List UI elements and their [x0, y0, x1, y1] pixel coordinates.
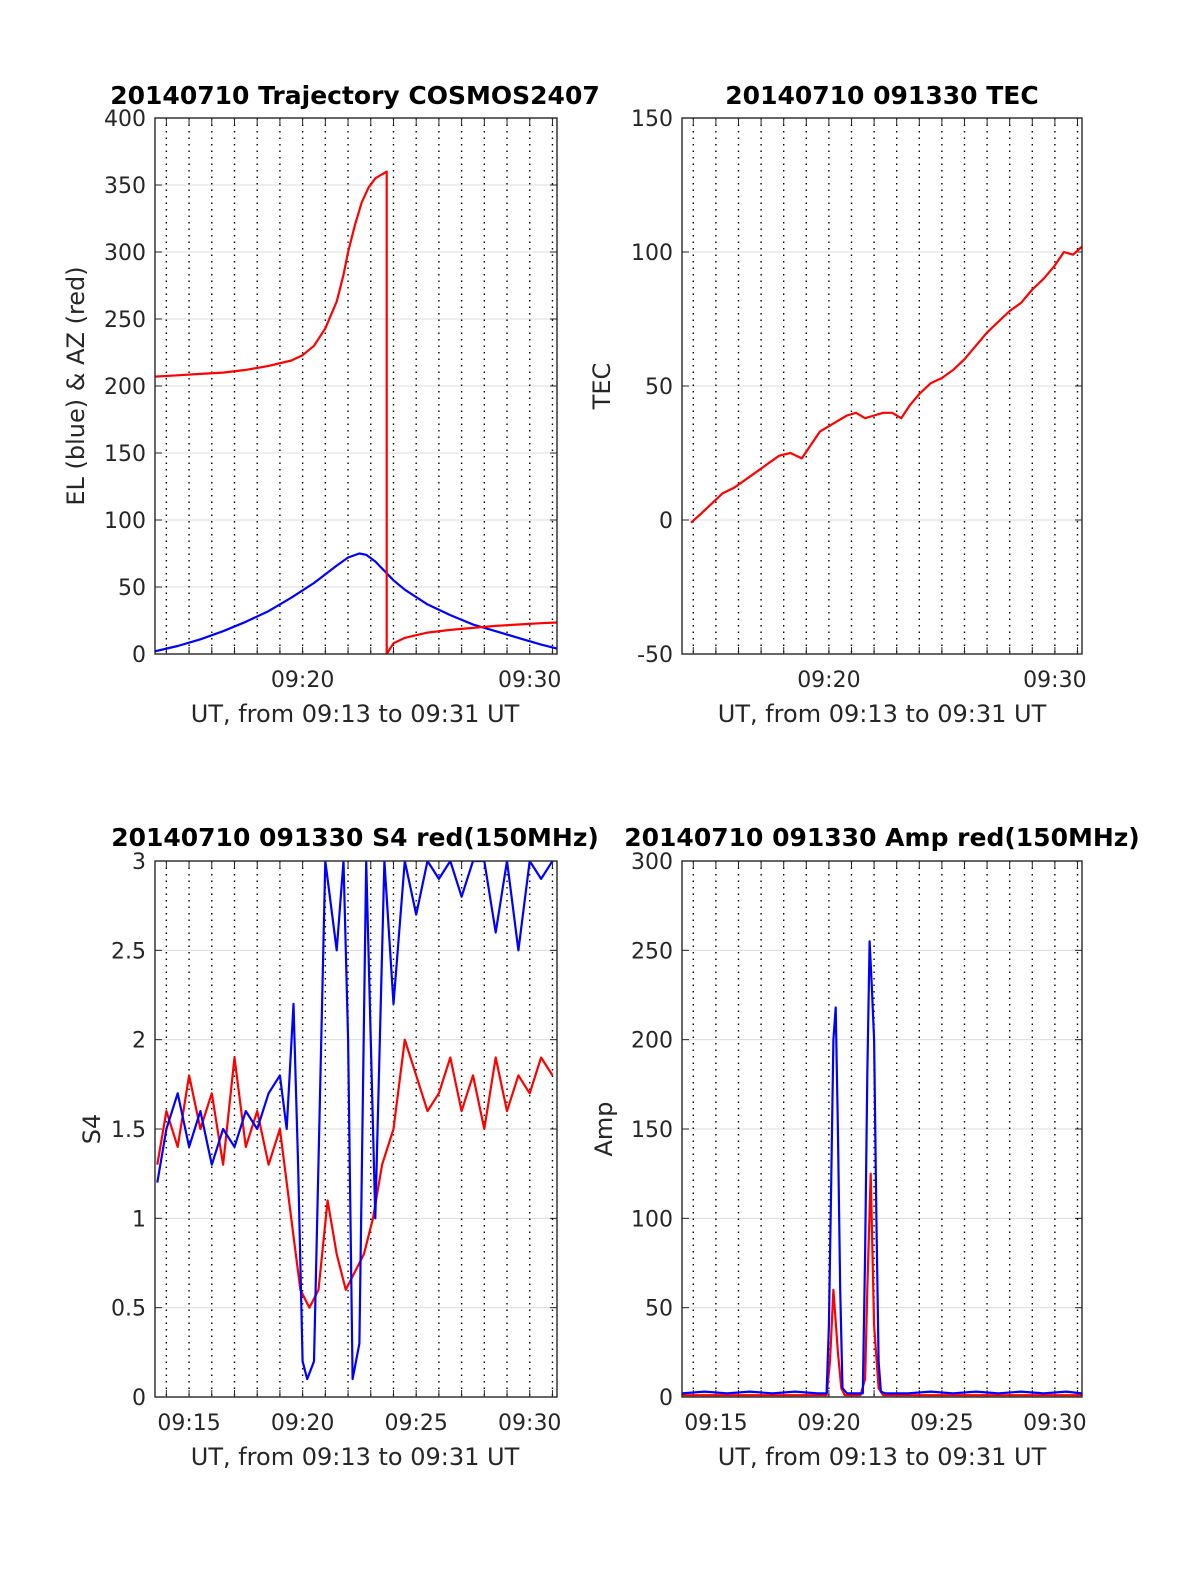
y-tick-label: 0: [132, 643, 146, 668]
x-tick-label: 09:20: [271, 1411, 334, 1436]
x-tick-label: 09:30: [1023, 1411, 1086, 1436]
y-tick-label: 300: [104, 241, 146, 266]
y-tick-label: 150: [631, 107, 673, 132]
x-axis-label: UT, from 09:13 to 09:31 UT: [191, 700, 520, 728]
y-tick-label: 50: [645, 1297, 673, 1322]
x-tick-label: 09:15: [157, 1411, 220, 1436]
y-tick-label: 350: [104, 174, 146, 199]
x-tick-label: 09:15: [684, 1411, 747, 1436]
panel-trajectory: 20140710 Trajectory COSMOS2407 UT, from …: [62, 81, 600, 728]
series-line-blue: [682, 940, 1082, 1395]
y-tick-label: 3: [132, 850, 146, 875]
y-tick-label: -50: [637, 643, 673, 668]
y-tick-label: 250: [631, 939, 673, 964]
x-tick-label: 09:20: [797, 668, 860, 693]
y-tick-label: 0: [659, 509, 673, 534]
axes-frame: [154, 860, 558, 1398]
x-tick-label: 09:30: [1023, 668, 1086, 693]
plot-area: 0 50 100 150 200 250 300 09:15 09:20 09:25 09:30: [631, 850, 1087, 1436]
plot-area: 0 50 100 150 200 250 300 350 400 09:20 09:30: [104, 107, 561, 693]
x-tick-label: 09:30: [498, 1411, 561, 1436]
x-tick-label: 09:25: [384, 1411, 447, 1436]
axes-frame: [154, 117, 558, 655]
y-tick-label: 100: [104, 509, 146, 534]
series-line-red: [690, 245, 1082, 524]
y-tick-label: 50: [645, 375, 673, 400]
y-tick-label: 100: [631, 1207, 673, 1232]
y-tick-label: 50: [118, 576, 146, 601]
y-tick-label: 2.5: [111, 939, 146, 964]
panel-tec: 20140710 091330 TEC UT, from 09:13 to 09…: [588, 81, 1087, 728]
y-axis-label: TEC: [588, 363, 616, 411]
axes-frame: [681, 860, 1083, 1398]
x-axis-label: UT, from 09:13 to 09:31 UT: [718, 1443, 1047, 1471]
series-line-red: [682, 1172, 1082, 1397]
panel-amp: 20140710 091330 Amp red(150MHz) UT, from…: [590, 823, 1140, 1471]
panel-title: 20140710 091330 TEC: [725, 81, 1038, 110]
axes-frame: [681, 117, 1083, 655]
panel-title: 20140710 Trajectory COSMOS2407: [110, 81, 600, 110]
series-line-red: [156, 1038, 554, 1309]
panel-title: 20140710 091330 S4 red(150MHz): [111, 823, 599, 852]
y-tick-label: 150: [631, 1118, 673, 1143]
y-tick-label: 150: [104, 442, 146, 467]
x-axis-label: UT, from 09:13 to 09:31 UT: [718, 700, 1047, 728]
y-tick-label: 0: [132, 1386, 146, 1411]
x-tick-label: 09:25: [910, 1411, 973, 1436]
y-tick-label: 300: [631, 850, 673, 875]
x-tick-label: 09:20: [797, 1411, 860, 1436]
x-tick-label: 09:30: [498, 668, 561, 693]
series-line-blue: [156, 861, 554, 1381]
x-tick-label: 09:20: [271, 668, 334, 693]
y-axis-label: Amp: [590, 1101, 618, 1156]
y-axis-label: EL (blue) & AZ (red): [62, 266, 90, 505]
y-tick-label: 0.5: [111, 1297, 146, 1322]
y-tick-label: 250: [104, 308, 146, 333]
plot-area: 0 0.5 1 1.5 2 2.5 3 09:15 09:20 09:25 09:30: [111, 850, 561, 1436]
panel-s4: 20140710 091330 S4 red(150MHz) UT, from …: [78, 823, 599, 1471]
y-tick-label: 1: [132, 1207, 146, 1232]
y-tick-label: 400: [104, 107, 146, 132]
x-axis-label: UT, from 09:13 to 09:31 UT: [191, 1443, 520, 1471]
series-line-red: [155, 170, 557, 654]
y-tick-label: 0: [659, 1386, 673, 1411]
y-axis-label: S4: [78, 1114, 106, 1145]
panel-title: 20140710 091330 Amp red(150MHz): [624, 823, 1140, 852]
y-tick-label: 200: [104, 375, 146, 400]
y-tick-label: 1.5: [111, 1118, 146, 1143]
y-tick-label: 100: [631, 241, 673, 266]
y-tick-label: 2: [132, 1029, 146, 1054]
y-tick-label: 200: [631, 1029, 673, 1054]
plot-area: -50 0 50 100 150 09:20 09:30: [631, 107, 1087, 693]
